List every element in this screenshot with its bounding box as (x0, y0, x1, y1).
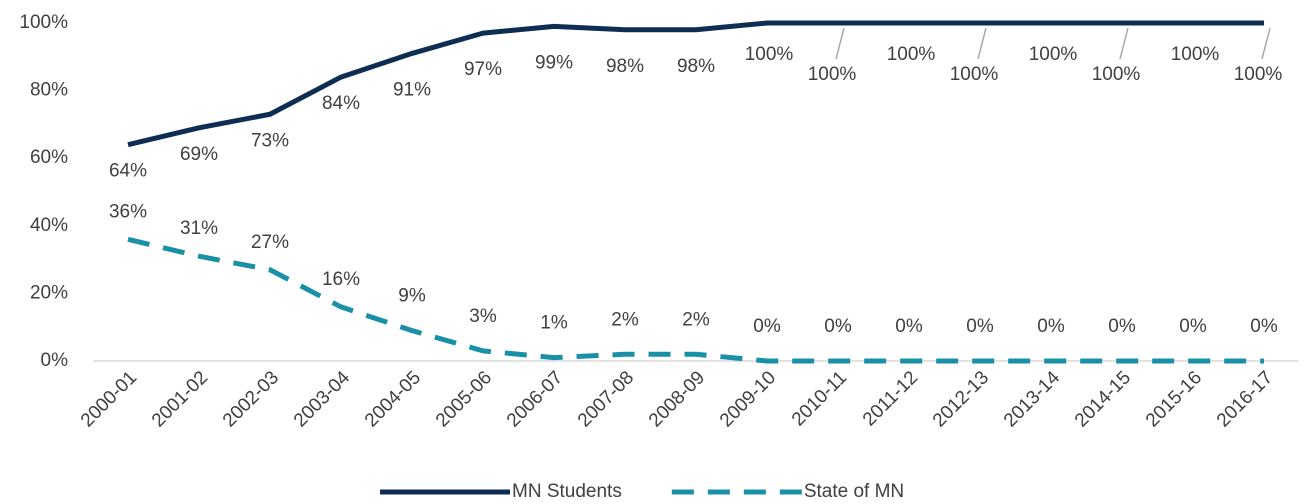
x-tick-label: 2001-02 (148, 367, 212, 431)
x-tick-label: 2007-08 (574, 367, 638, 431)
data-label: 0% (824, 316, 852, 337)
x-tick-label: 2013-14 (1000, 367, 1064, 431)
data-label: 69% (180, 144, 218, 165)
x-tick-label: 2008-09 (645, 367, 709, 431)
x-tick-label: 2010-11 (788, 367, 851, 430)
data-label: 99% (535, 52, 573, 73)
data-label: 100% (1171, 44, 1220, 65)
data-label: 36% (109, 201, 147, 222)
series-line (127, 20, 1264, 148)
y-tick-label: 80% (30, 80, 68, 101)
data-label: 100% (887, 44, 936, 65)
data-label: 73% (251, 130, 289, 151)
data-label: 97% (464, 59, 502, 80)
x-tick-label: 2009-10 (716, 367, 780, 431)
data-label: 91% (393, 79, 431, 100)
x-tick-label: 2014-15 (1071, 367, 1135, 431)
y-tick-label: 20% (30, 282, 68, 303)
data-label: 27% (251, 232, 289, 253)
data-label: 16% (322, 269, 360, 290)
data-label: 0% (1037, 316, 1065, 337)
data-label: 0% (1108, 316, 1136, 337)
leader-line (977, 27, 987, 60)
x-tick-label: 2004-05 (361, 367, 425, 431)
data-label: 100% (808, 64, 857, 85)
leader-line (1261, 27, 1271, 60)
data-label: 100% (950, 64, 999, 85)
legend-label: State of MN (804, 481, 904, 502)
data-label: 100% (745, 44, 794, 65)
data-label: 1% (540, 313, 568, 334)
series-line (127, 236, 1264, 364)
x-tick-label: 2011-12 (859, 367, 922, 430)
data-label: 98% (677, 56, 715, 77)
data-label: 100% (1234, 64, 1283, 85)
x-tick-label: 2006-07 (503, 367, 567, 431)
x-tick-label: 2012-13 (929, 367, 993, 431)
x-tick-label: 2016-17 (1213, 367, 1277, 431)
y-tick-label: 60% (30, 147, 68, 168)
legend-label: MN Students (512, 481, 622, 502)
data-label: 3% (469, 306, 497, 327)
data-label: 9% (398, 286, 426, 307)
x-tick-label: 2000-01 (77, 367, 141, 431)
data-label: 0% (1179, 316, 1207, 337)
data-label: 2% (682, 309, 710, 330)
data-label: 100% (1029, 44, 1078, 65)
data-label: 0% (753, 316, 781, 337)
x-tick-label: 2015-16 (1142, 367, 1206, 431)
data-label: 31% (180, 218, 218, 239)
y-tick-label: 0% (41, 350, 69, 371)
data-label: 98% (606, 56, 644, 77)
data-label: 0% (895, 316, 923, 337)
x-tick-label: 2005-06 (432, 367, 496, 431)
y-tick-label: 40% (30, 215, 68, 236)
data-label: 2% (611, 309, 639, 330)
y-tick-label: 100% (19, 12, 68, 33)
leader-line (835, 27, 845, 60)
data-label: 100% (1092, 64, 1141, 85)
leader-line (1119, 27, 1129, 60)
x-tick-label: 2003-04 (290, 367, 354, 431)
data-label: 0% (966, 316, 994, 337)
data-label: 0% (1250, 316, 1278, 337)
data-label: 84% (322, 93, 360, 114)
x-tick-label: 2002-03 (219, 367, 283, 431)
data-label: 64% (109, 161, 147, 182)
